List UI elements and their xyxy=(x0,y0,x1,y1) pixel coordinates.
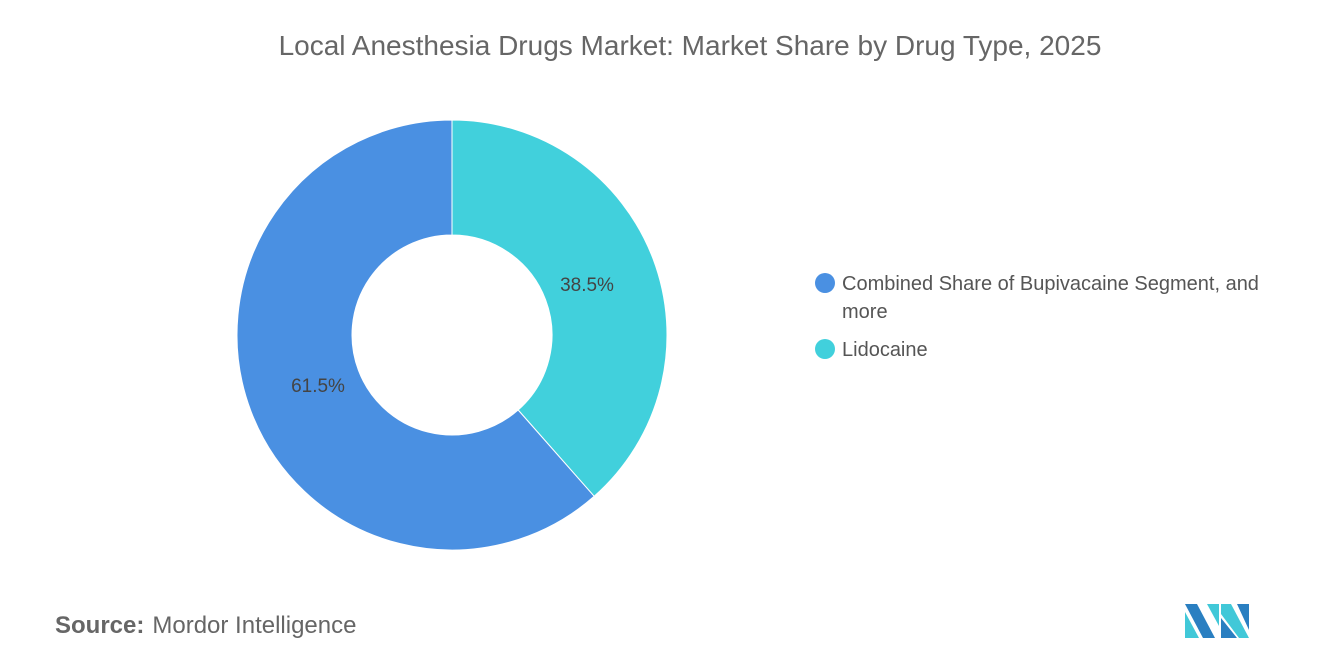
legend-item-combined[interactable]: Combined Share of Bupivacaine Segment, a… xyxy=(815,270,1285,326)
source-note: Source: Mordor Intelligence xyxy=(55,612,356,640)
source-prefix: Source: xyxy=(55,612,145,639)
slice-combined-share-of-bupivacaine-segment-and-more[interactable] xyxy=(236,119,595,551)
legend: Combined Share of Bupivacaine Segment, a… xyxy=(815,270,1285,374)
slice-label-combined: 61.5% xyxy=(291,376,345,397)
legend-swatch xyxy=(815,273,835,293)
chart-title: Local Anesthesia Drugs Market: Market Sh… xyxy=(278,30,1102,61)
legend-label: Lidocaine xyxy=(842,339,928,361)
mordor-intelligence-logo xyxy=(1185,604,1249,638)
donut-chart: 38.5% 61.5% xyxy=(236,119,668,551)
legend-item-lidocaine[interactable]: Lidocaine xyxy=(815,336,1285,364)
source-text: Mordor Intelligence xyxy=(152,612,357,639)
legend-label: Combined Share of Bupivacaine Segment, a… xyxy=(842,273,1259,323)
legend-swatch xyxy=(815,339,835,359)
slice-label-lidocaine: 38.5% xyxy=(560,275,614,296)
slice-lidocaine[interactable] xyxy=(451,119,668,497)
